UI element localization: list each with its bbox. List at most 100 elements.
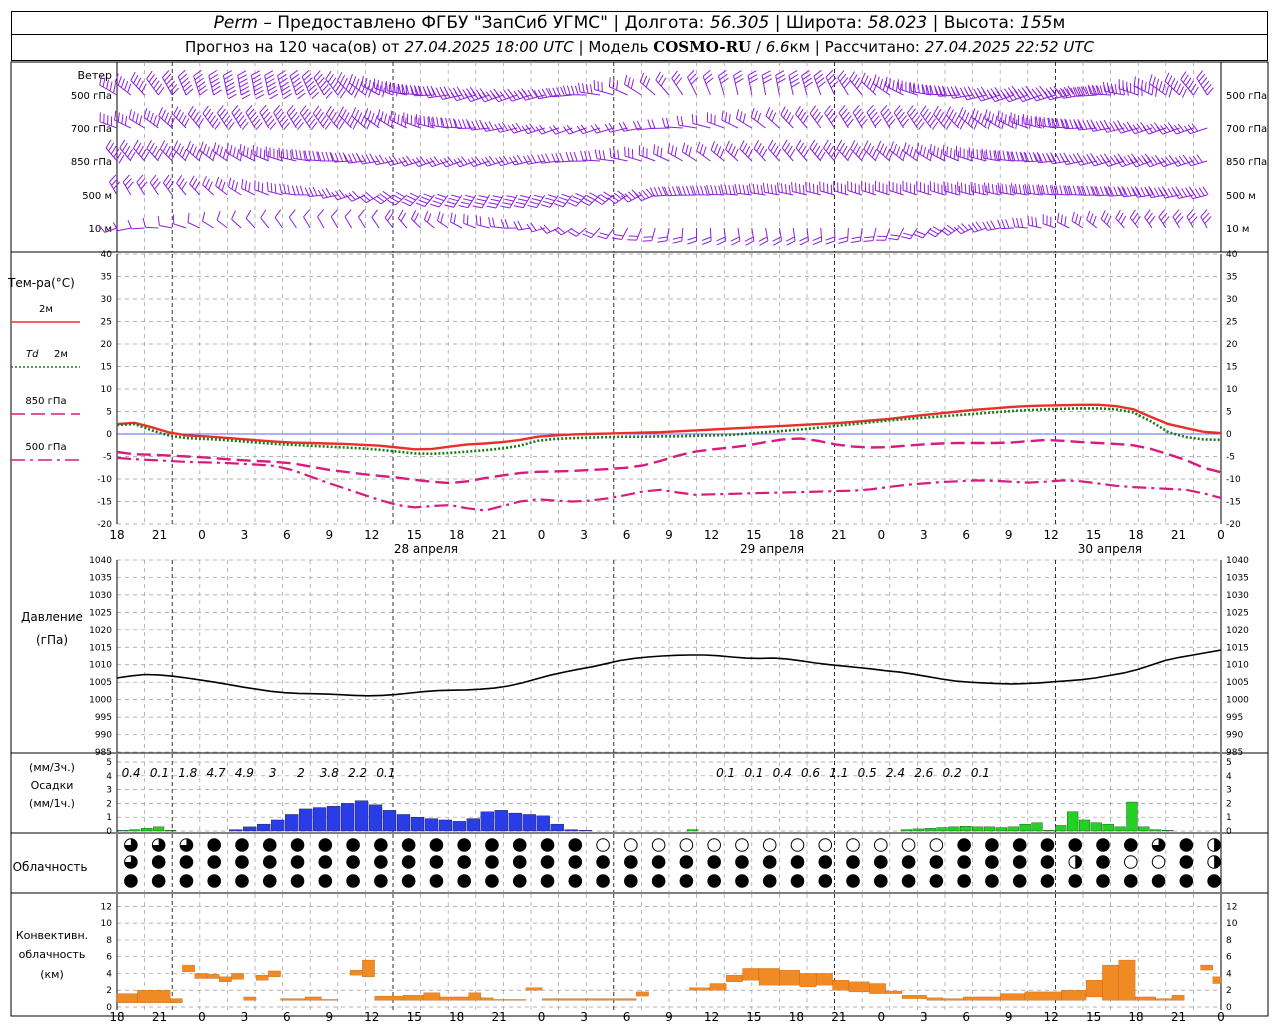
wind-barbs (98, 69, 1214, 246)
wind-barb (127, 220, 145, 230)
wind-barb (114, 73, 132, 96)
wind-barb (943, 181, 961, 196)
wind-barb (371, 154, 394, 166)
conv-bar (137, 990, 171, 1003)
precip-tick-label-left: 0 (106, 827, 112, 837)
wind-barb (128, 109, 145, 129)
wind-barb (562, 85, 587, 96)
wind-barb (364, 108, 381, 129)
wind-barb (933, 105, 952, 130)
conv-x-tick-label: 15 (407, 1010, 422, 1024)
wind-barb (922, 84, 946, 96)
temp-x-tick-label: 18 (1128, 528, 1143, 542)
pressure-tick-label-right: 1035 (1226, 573, 1249, 583)
cloud-title: Облачность (13, 860, 88, 874)
wind-barb (226, 143, 243, 162)
temp-x-tick-label: 3 (580, 528, 588, 542)
cloud-symbol-overcast (929, 855, 944, 869)
cloud-symbol-overcast (1207, 874, 1221, 888)
wind-barb (825, 70, 839, 96)
cloud-symbol-overcast (568, 874, 583, 888)
wind-barb (1164, 72, 1187, 98)
conv-bar (1102, 964, 1119, 1001)
wind-barb (398, 155, 421, 167)
temp-series-3 (116, 456, 1222, 512)
wind-level-label-right: 500 гПа (1226, 91, 1267, 102)
wind-barb (836, 139, 853, 162)
wind-barb (1087, 119, 1111, 132)
wind-barb (1091, 185, 1113, 197)
precip-bar-showers (1161, 830, 1174, 832)
wind-barb (500, 194, 518, 209)
wind-barb (809, 105, 824, 129)
wind-barb (291, 185, 311, 196)
cloud-symbol-partly-fill (124, 838, 138, 852)
conv-tick-label-left: 8 (106, 936, 112, 946)
temp-x-tick-label: 6 (623, 528, 631, 542)
wind-barb (620, 189, 642, 203)
cloud-symbol-overcast (1123, 874, 1138, 888)
wind-barb (142, 217, 159, 229)
wind-barb (372, 190, 394, 205)
wind-barb (1042, 214, 1056, 229)
wind-barb (548, 86, 573, 98)
wind-barb (187, 212, 201, 229)
cloud-symbol-overcast (1179, 874, 1194, 888)
temp-title: Тем-ра(°C) (7, 276, 75, 290)
precip-3h-total: 0.1 (744, 766, 763, 780)
wind-barb (472, 194, 491, 209)
wind-barb (953, 223, 973, 235)
cloud-symbol-overcast (429, 874, 444, 888)
wind-barb (849, 71, 863, 96)
cloud-symbol-overcast (651, 855, 666, 869)
wind-barb (593, 79, 614, 96)
precip-bar-showers (948, 826, 960, 832)
temp-x-tick-label: 21 (492, 528, 507, 542)
conv-x-tick-label: 6 (283, 1010, 291, 1024)
precip-3h-total: 0.2 (943, 766, 962, 780)
pressure-tick-label-right: 1010 (1226, 661, 1249, 671)
cloud-symbol-overcast (929, 874, 944, 888)
temp-x-tick-label: 18 (449, 528, 464, 542)
wind-barb (331, 189, 352, 201)
wind-barb (173, 106, 190, 129)
wind-barb (289, 69, 306, 100)
wind-barb (450, 86, 477, 102)
wind-barb (958, 107, 979, 130)
cloud-symbol-overcast (262, 874, 277, 888)
cloud-symbol-overcast (818, 874, 833, 888)
latitude-value: 58.023 (867, 13, 928, 33)
wind-barb (1102, 153, 1125, 167)
wind-barb (454, 119, 476, 129)
conv-bar (182, 964, 195, 972)
cloud-symbol-overcast (1096, 874, 1110, 888)
wind-barb (286, 105, 304, 131)
conv-bar (869, 983, 886, 994)
temp-tick-label-right: 10 (1226, 385, 1238, 395)
precip-bar-showers (983, 826, 996, 832)
model-resolution: 6.6 (765, 38, 790, 56)
cloud-symbol-overcast (262, 855, 277, 869)
wind-barb (260, 209, 270, 229)
precip-bar-rain (285, 814, 299, 832)
legend-label: 500 гПа (25, 442, 66, 453)
wind-barb (241, 178, 256, 196)
conv-bar (1171, 995, 1185, 1001)
wind-level-label-left: 700 гПа (71, 124, 112, 135)
day-label: 30 апреля (1078, 542, 1142, 556)
wind-barb (450, 212, 463, 229)
conv-bar (816, 973, 833, 986)
conv-bar (963, 996, 1001, 1001)
precip-3h-total: 1.8 (178, 766, 197, 780)
wind-barb (676, 115, 697, 129)
conv-bar (243, 996, 257, 1001)
wind-barb (582, 227, 601, 239)
wind-barb (1027, 215, 1042, 229)
temp-x-tick-label: 9 (325, 528, 333, 542)
wind-barb (687, 227, 698, 245)
wind-barb (513, 194, 532, 209)
wind-level-label-left: 500 м (82, 191, 112, 202)
wind-barb (1118, 186, 1140, 198)
wind-barb (239, 144, 256, 162)
cloud-symbol-overcast (235, 874, 249, 888)
